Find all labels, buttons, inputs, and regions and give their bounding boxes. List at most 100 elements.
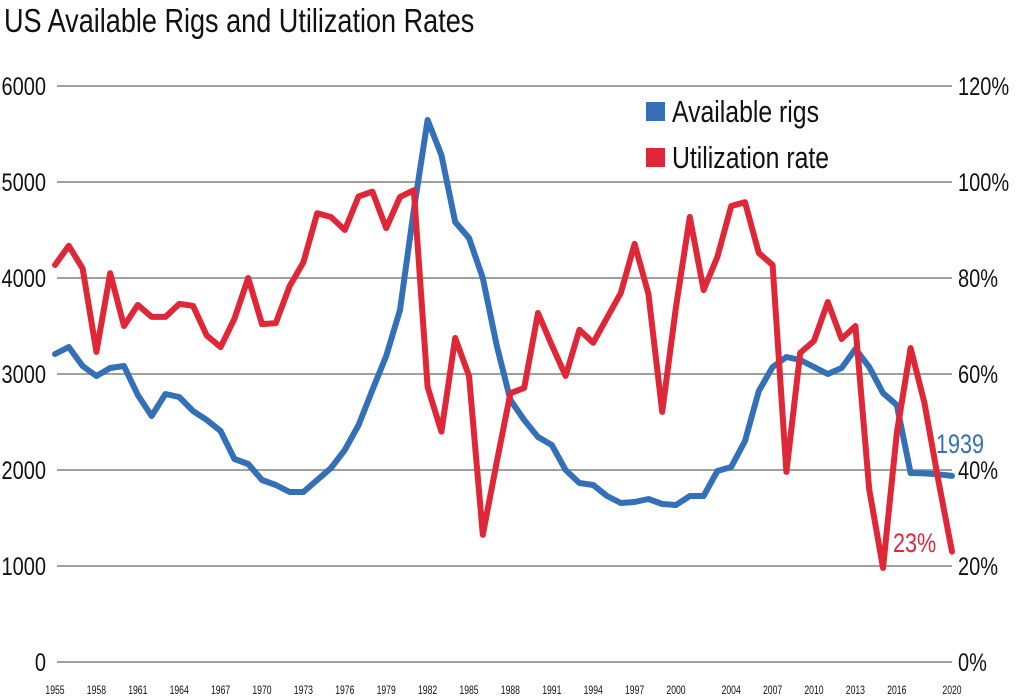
x-tick-label: 1964 (170, 685, 189, 698)
annotation-last-rigs: 1939 (936, 430, 984, 460)
data-point (261, 323, 263, 325)
data-point (620, 502, 622, 504)
data-point (565, 469, 567, 471)
x-tick-label: 2000 (666, 685, 685, 698)
x-tick-label: 2016 (887, 685, 906, 698)
data-point (220, 346, 222, 348)
series-line-available-rigs (52, 117, 955, 508)
data-point (592, 342, 594, 344)
data-point (606, 317, 608, 319)
x-tick-label: 1988 (501, 685, 520, 698)
data-point (923, 402, 925, 404)
data-point (289, 285, 291, 287)
data-point (592, 484, 594, 486)
data-point (275, 322, 277, 324)
data-point (344, 449, 346, 451)
y-right-tick-label: 20% (958, 553, 998, 581)
data-point (785, 356, 787, 358)
legend-swatch (646, 102, 665, 121)
data-point (54, 353, 56, 355)
data-point (385, 227, 387, 229)
data-point (54, 264, 56, 266)
y-right-tick-label: 80% (958, 265, 998, 293)
data-point (151, 415, 153, 417)
data-point (496, 462, 498, 464)
x-tick-label: 1994 (584, 685, 603, 698)
data-point (910, 347, 912, 349)
data-point (620, 292, 622, 294)
legend-swatch (646, 148, 665, 167)
data-point (399, 309, 401, 311)
data-point (454, 337, 456, 339)
data-point (385, 355, 387, 357)
data-point (164, 393, 166, 395)
data-point (882, 392, 884, 394)
data-point (951, 551, 953, 553)
x-tick-label: 1973 (294, 685, 313, 698)
y-left-tick-label: 0 (35, 649, 46, 677)
data-point (896, 432, 898, 434)
x-tick-label: 1991 (542, 685, 561, 698)
data-point (854, 325, 856, 327)
x-tick-label: 1985 (459, 685, 478, 698)
data-point (882, 567, 884, 569)
y-left-tick-label: 4000 (2, 265, 46, 293)
data-point (358, 424, 360, 426)
y-left-tick-label: 6000 (2, 73, 46, 101)
data-point (578, 482, 580, 484)
data-point (330, 467, 332, 469)
data-point (537, 436, 539, 438)
data-point (951, 475, 953, 477)
data-point (247, 463, 249, 465)
data-point (427, 119, 429, 121)
y-right-tick-label: 100% (958, 169, 1009, 197)
y-left-tick-label: 5000 (2, 169, 46, 197)
data-point (220, 430, 222, 432)
data-point (109, 272, 111, 274)
data-point (330, 216, 332, 218)
x-tick-label: 1979 (377, 685, 396, 698)
data-point (523, 419, 525, 421)
y-right-tick-label: 0% (958, 649, 987, 677)
legend-label: Available rigs (672, 94, 819, 128)
data-point (178, 396, 180, 398)
data-point (109, 367, 111, 369)
data-point (923, 472, 925, 474)
data-point (537, 312, 539, 314)
data-point (661, 411, 663, 413)
data-point (137, 394, 139, 396)
x-tick-label: 2020 (942, 685, 961, 698)
data-point (151, 316, 153, 318)
data-point (164, 316, 166, 318)
data-point (137, 304, 139, 306)
data-point (468, 237, 470, 239)
data-point (427, 386, 429, 388)
y-left-tick-label: 2000 (2, 457, 46, 485)
x-tick-label: 1970 (252, 685, 271, 698)
data-point (772, 264, 774, 266)
data-point (82, 365, 84, 367)
data-point (689, 495, 691, 497)
data-point (813, 366, 815, 368)
data-point (68, 346, 70, 348)
legend-label: Utilization rate (672, 140, 829, 174)
chart-title: US Available Rigs and Utilization Rates (4, 2, 475, 39)
data-point (302, 491, 304, 493)
data-point (730, 466, 732, 468)
data-point (551, 344, 553, 346)
data-point (675, 504, 677, 506)
data-point (496, 344, 498, 346)
y-right-tick-label: 40% (958, 457, 998, 485)
data-point (799, 352, 801, 354)
data-point (937, 479, 939, 481)
data-point (703, 495, 705, 497)
data-point (95, 375, 97, 377)
data-point (647, 498, 649, 500)
data-point (813, 340, 815, 342)
data-point (744, 440, 746, 442)
data-point (661, 503, 663, 505)
x-tick-label: 1997 (625, 685, 644, 698)
data-point (827, 301, 829, 303)
data-point (758, 252, 760, 254)
data-point (565, 375, 567, 377)
